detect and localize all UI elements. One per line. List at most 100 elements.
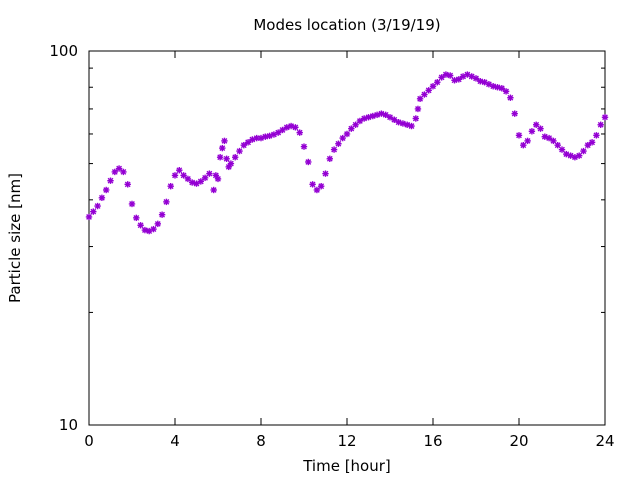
data-point xyxy=(133,214,140,222)
data-point xyxy=(472,75,480,82)
data-point xyxy=(438,74,445,81)
data-point xyxy=(416,95,424,103)
data-point xyxy=(576,152,583,159)
x-tick-label: 0 xyxy=(84,432,94,450)
data-point xyxy=(601,114,609,121)
data-point xyxy=(94,202,101,210)
data-point xyxy=(176,167,183,174)
data-point xyxy=(167,183,174,190)
data-point xyxy=(219,144,226,152)
data-point xyxy=(240,141,247,149)
data-point xyxy=(502,88,510,95)
y-tick-label-10: 10 xyxy=(59,416,78,434)
data-point xyxy=(85,213,93,221)
x-axis-label: Time [hour] xyxy=(302,457,391,475)
data-point xyxy=(335,140,342,147)
data-point xyxy=(386,114,394,121)
data-point xyxy=(352,121,359,128)
data-point xyxy=(296,129,303,136)
data-point xyxy=(128,200,136,208)
data-point xyxy=(103,186,110,194)
data-point xyxy=(158,211,166,218)
data-point xyxy=(343,130,351,138)
data-point xyxy=(313,186,321,194)
data-point xyxy=(515,132,523,139)
data-point xyxy=(232,154,239,161)
data-point xyxy=(498,85,505,92)
data-point xyxy=(588,139,596,146)
data-point xyxy=(154,220,161,228)
y-axis xyxy=(89,50,605,426)
data-point xyxy=(356,117,364,125)
data-point xyxy=(554,141,561,149)
data-point xyxy=(580,147,587,155)
data-point xyxy=(408,122,415,130)
x-tick-label: 16 xyxy=(423,432,442,450)
data-point xyxy=(210,186,217,194)
data-point xyxy=(221,137,228,145)
x-tick-label: 4 xyxy=(170,432,180,450)
data-point xyxy=(300,143,308,150)
data-point xyxy=(339,134,346,142)
data-point xyxy=(322,170,329,177)
data-point xyxy=(216,154,224,161)
data-point xyxy=(326,155,333,162)
data-point xyxy=(421,91,428,98)
data-point xyxy=(545,134,553,142)
data-point xyxy=(533,121,540,128)
data-point xyxy=(305,158,312,166)
data-point xyxy=(201,174,209,182)
data-point xyxy=(414,105,422,113)
x-tick-label: 20 xyxy=(509,432,528,450)
y-tick-label-100: 100 xyxy=(49,42,78,60)
data-point xyxy=(171,172,179,179)
data-point xyxy=(434,79,441,86)
data-point xyxy=(214,175,222,183)
data-point xyxy=(279,126,286,134)
data-series xyxy=(85,71,609,235)
data-point xyxy=(558,146,566,153)
data-point xyxy=(223,155,230,162)
data-point xyxy=(292,124,299,131)
data-point xyxy=(528,128,536,135)
data-point xyxy=(107,177,114,184)
y-axis-label: Particle size [nm] xyxy=(6,173,24,303)
data-point xyxy=(593,132,600,139)
data-point xyxy=(90,208,97,215)
data-point xyxy=(244,139,252,146)
data-point xyxy=(511,110,518,117)
data-point xyxy=(537,125,544,132)
data-point xyxy=(550,137,557,145)
data-point xyxy=(137,222,144,229)
data-point xyxy=(163,198,170,206)
data-point xyxy=(236,147,243,155)
data-point xyxy=(262,133,269,140)
data-point xyxy=(206,170,213,177)
x-axis: 0 4 8 12 16 20 24 xyxy=(84,51,615,450)
x-tick-label: 12 xyxy=(337,432,356,450)
x-tick-label: 8 xyxy=(256,432,266,450)
data-point xyxy=(412,115,419,122)
plot-frame xyxy=(88,50,606,426)
data-point xyxy=(447,72,454,79)
data-point xyxy=(425,87,432,94)
data-point xyxy=(124,181,131,188)
data-point xyxy=(597,121,604,128)
data-point xyxy=(584,141,591,149)
data-point xyxy=(309,181,316,188)
data-point xyxy=(455,76,462,83)
data-point xyxy=(227,160,235,167)
data-point xyxy=(275,129,282,136)
data-point xyxy=(520,141,527,149)
data-point xyxy=(429,83,437,90)
chart-title: Modes location (3/19/19) xyxy=(253,16,440,34)
data-point xyxy=(348,125,355,132)
data-point xyxy=(318,183,325,190)
data-point xyxy=(150,225,157,233)
data-point xyxy=(524,137,531,145)
data-point xyxy=(98,194,106,202)
x-tick-label: 24 xyxy=(595,432,614,450)
data-point xyxy=(507,94,514,101)
data-point xyxy=(391,116,398,123)
